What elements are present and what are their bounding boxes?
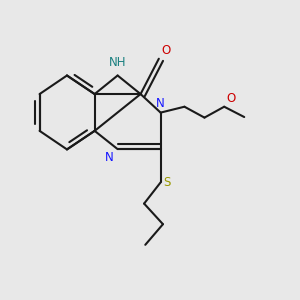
Text: N: N [105,152,114,164]
Text: N: N [156,97,165,110]
Text: NH: NH [109,56,126,69]
Text: O: O [161,44,170,57]
Text: S: S [164,176,171,189]
Text: O: O [226,92,236,105]
